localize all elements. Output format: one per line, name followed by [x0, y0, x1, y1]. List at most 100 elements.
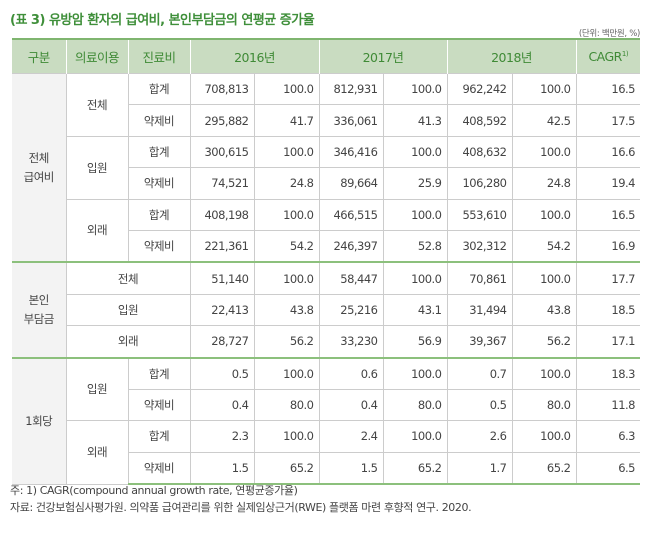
amount-cell: 408,198: [189, 198, 255, 231]
cost-type-cell: 합계: [127, 420, 191, 453]
percent-cell: 100.0: [382, 356, 448, 390]
percent-cell: 100.0: [253, 261, 320, 295]
percent-cell: 80.0: [382, 388, 448, 422]
percent-cell: 100.0: [253, 420, 320, 453]
percent-cell: 100.0: [511, 72, 577, 106]
percent-cell: 80.0: [253, 388, 320, 422]
cagr-cell: 16.9: [575, 229, 640, 263]
header-cost: 진료비: [127, 39, 190, 74]
percent-cell: 100.0: [253, 198, 320, 231]
cost-type-cell: 약제비: [127, 388, 191, 422]
amount-cell: 0.7: [446, 356, 513, 390]
table-row: 약제비 74,521 24.8 89,664 25.9 106,280 24.8 19.4: [12, 167, 640, 200]
cagr-cell: 16.5: [575, 198, 640, 231]
cost-type-cell: 합계: [127, 72, 191, 106]
percent-cell: 100.0: [511, 356, 577, 390]
amount-cell: 221,361: [189, 229, 255, 263]
cagr-cell: 16.6: [575, 135, 640, 169]
group-cell: 본인 부담금: [12, 261, 67, 359]
usage-cell: 외래: [65, 420, 129, 485]
amount-cell: 25,216: [318, 293, 384, 327]
table-row: 전체 급여비 전체 합계 708,813 100.0 812,931 100.0 962,24…: [12, 72, 640, 263]
percent-cell: 41.3: [382, 104, 448, 137]
amount-cell: 336,061: [318, 104, 384, 137]
footnote: 주: 1) CAGR(compound annual growth rate, …: [10, 484, 298, 497]
usage-cell: 외래: [65, 325, 191, 359]
percent-cell: 80.0: [511, 388, 577, 422]
table-row: 약제비 221,361 54.2 246,397 52.8 302,312 54.2 16.9: [12, 229, 640, 263]
amount-cell: 51,140: [189, 261, 255, 295]
usage-cell: 외래: [65, 198, 129, 263]
header-row: 구분 의료이용 진료비 2016년 2017년 2018년 CAGR1): [12, 39, 640, 74]
cagr-cell: 18.3: [575, 356, 640, 390]
percent-cell: 25.9: [382, 167, 448, 200]
cost-type-cell: 약제비: [127, 451, 191, 486]
header-group: 구분: [12, 39, 66, 74]
percent-cell: 100.0: [382, 420, 448, 453]
table-row: 입원 22,413 43.8 25,216 43.1 31,494 43.8 18.5: [12, 293, 640, 327]
source-note: 자료: 건강보험심사평가원. 의약품 급여관리를 위한 실제임상근거(RWE) …: [10, 501, 472, 514]
percent-cell: 52.8: [382, 229, 448, 263]
cagr-cell: 17.5: [575, 104, 640, 137]
percent-cell: 100.0: [511, 420, 577, 453]
amount-cell: 408,632: [446, 135, 513, 169]
amount-cell: 2.6: [446, 420, 513, 453]
header-usage: 의료이용: [65, 39, 128, 74]
amount-cell: 466,515: [318, 198, 384, 231]
amount-cell: 553,610: [446, 198, 513, 231]
percent-cell: 100.0: [511, 135, 577, 169]
percent-cell: 54.2: [253, 229, 320, 263]
table-row: 외래 28,727 56.2 33,230 56.9 39,367 56.2 17.1: [12, 325, 640, 359]
amount-cell: 0.5: [189, 356, 255, 390]
amount-cell: 0.6: [318, 356, 384, 390]
data-table: 구분 의료이용 진료비 2016년 2017년 2018년 CAGR1) 전체 …: [12, 38, 640, 486]
footnotes: 주: 1) CAGR(compound annual growth rate, …: [10, 482, 472, 516]
percent-cell: 43.8: [511, 293, 577, 327]
table-row: 외래 합계 2.3 100.0 2.4 100.0 2.6 100.0 6.3: [12, 420, 640, 485]
amount-cell: 2.4: [318, 420, 384, 453]
cagr-cell: 11.8: [575, 388, 640, 422]
percent-cell: 100.0: [253, 135, 320, 169]
amount-cell: 0.4: [318, 388, 384, 422]
cagr-cell: 16.5: [575, 72, 640, 106]
percent-cell: 54.2: [511, 229, 577, 263]
amount-cell: 246,397: [318, 229, 384, 263]
cost-type-cell: 합계: [127, 135, 191, 169]
amount-cell: 1.5: [318, 451, 384, 486]
cagr-cell: 17.7: [575, 261, 640, 295]
percent-cell: 43.8: [253, 293, 320, 327]
amount-cell: 295,882: [189, 104, 255, 137]
amount-cell: 0.5: [446, 388, 513, 422]
table-row: 입원 합계 300,615 100.0 346,416 100.0 408,632 100.0…: [12, 135, 640, 200]
amount-cell: 22,413: [189, 293, 255, 327]
cagr-cell: 18.5: [575, 293, 640, 327]
usage-cell: 전체: [65, 261, 191, 295]
amount-cell: 302,312: [446, 229, 513, 263]
unit-label: (단위: 백만원, %): [578, 29, 640, 39]
amount-cell: 33,230: [318, 325, 384, 359]
amount-cell: 1.7: [446, 451, 513, 486]
amount-cell: 300,615: [189, 135, 255, 169]
percent-cell: 100.0: [511, 198, 577, 231]
header-cagr: CAGR1): [575, 39, 640, 74]
percent-cell: 65.2: [511, 451, 577, 486]
percent-cell: 100.0: [253, 72, 320, 106]
table-row: 약제비 1.5 65.2 1.5 65.2 1.7 65.2 6.5: [12, 451, 640, 486]
group-cell: 1회당: [12, 356, 67, 485]
cost-type-cell: 합계: [127, 356, 191, 390]
amount-cell: 39,367: [446, 325, 513, 359]
table-title: (표 3) 유방암 환자의 급여비, 본인부담금의 연평균 증가율: [10, 13, 315, 28]
cagr-cell: 6.5: [575, 451, 640, 486]
percent-cell: 42.5: [511, 104, 577, 137]
usage-cell: 입원: [65, 356, 129, 422]
cagr-cell: 6.3: [575, 420, 640, 453]
cagr-cell: 17.1: [575, 325, 640, 359]
percent-cell: 100.0: [382, 261, 448, 295]
percent-cell: 100.0: [253, 356, 320, 390]
amount-cell: 31,494: [446, 293, 513, 327]
cagr-cell: 19.4: [575, 167, 640, 200]
percent-cell: 43.1: [382, 293, 448, 327]
amount-cell: 708,813: [189, 72, 255, 106]
cost-type-cell: 약제비: [127, 167, 191, 200]
amount-cell: 70,861: [446, 261, 513, 295]
